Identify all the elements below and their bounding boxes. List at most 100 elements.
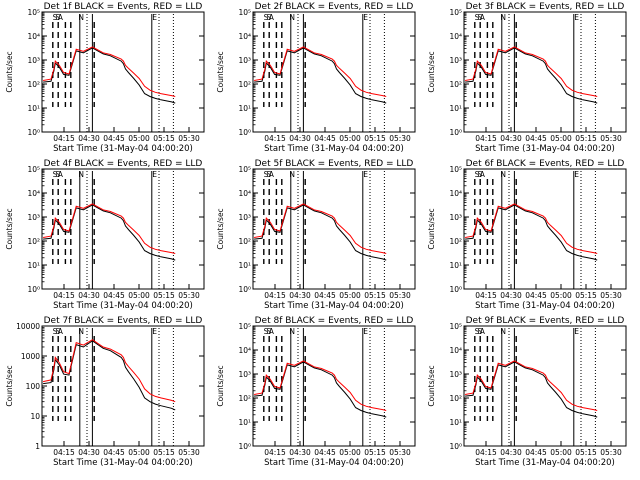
plot-frame	[41, 11, 205, 133]
y-tick-label: 10	[30, 412, 40, 421]
x-tick-label: 05:15	[364, 291, 386, 300]
x-tick-label: 04:15	[475, 134, 497, 143]
y-tick-label: 10¹	[238, 261, 251, 270]
y-tick-label: 10²	[27, 237, 40, 246]
x-tick-label: 05:00	[339, 291, 361, 300]
y-tick-label: 10⁴	[238, 346, 251, 355]
x-axis-label: Start Time (31-May-04 04:00:20)	[475, 458, 615, 468]
y-tick-label: 10³	[238, 370, 251, 379]
x-axis-label: Start Time (31-May-04 04:00:20)	[264, 144, 404, 154]
flag-letter: S	[264, 13, 269, 22]
x-tick-label: 04:15	[53, 134, 75, 143]
y-tick-label: 10¹	[27, 261, 40, 270]
y-tick-label: 10⁵	[238, 8, 251, 17]
y-tick-label: 10⁵	[238, 165, 251, 174]
y-tick-label: 10⁰	[238, 285, 251, 294]
x-tick-label: 04:15	[53, 448, 75, 457]
y-tick-label: 10⁰	[238, 128, 251, 137]
x-tick-label: 05:30	[600, 134, 622, 143]
x-tick-label: 04:30	[78, 448, 100, 457]
lld-series-line	[465, 360, 598, 411]
flag-letter: E	[363, 170, 368, 179]
panel-title: Det 6f BLACK = Events, RED = LLD	[466, 159, 625, 169]
events-series-line	[254, 204, 387, 261]
flag-letter: E	[363, 327, 368, 336]
lld-series-line	[254, 360, 387, 411]
y-tick-label: 10³	[449, 213, 462, 222]
y-tick-label: 1000	[21, 352, 40, 361]
events-series-line	[254, 361, 387, 418]
x-tick-label: 05:00	[550, 448, 572, 457]
y-axis-label: Counts/sec	[5, 208, 14, 249]
panel-2: Det 2f BLACK = Events, RED = LLD Counts/s…	[216, 2, 416, 154]
y-tick-label: 10¹	[449, 261, 462, 270]
panel-title: Det 2f BLACK = Events, RED = LLD	[255, 2, 414, 12]
panel-7: Det 7f BLACK = Events, RED = LLD Counts/s…	[5, 316, 205, 468]
panel-6: Det 6f BLACK = Events, RED = LLD Counts/s…	[427, 159, 627, 311]
events-series-line	[254, 47, 387, 104]
x-tick-label: 05:00	[550, 134, 572, 143]
x-tick-label: 05:30	[178, 291, 200, 300]
x-tick-label: 05:30	[389, 448, 411, 457]
y-tick-label: 10²	[238, 394, 251, 403]
y-tick-label: 10⁵	[449, 322, 462, 331]
events-series-line	[465, 47, 598, 104]
plot-frame	[252, 325, 416, 447]
x-tick-label: 05:00	[339, 448, 361, 457]
y-tick-label: 10⁴	[449, 189, 462, 198]
flag-letter: A	[269, 170, 275, 179]
x-tick-label: 04:45	[525, 448, 547, 457]
x-axis-label: Start Time (31-May-04 04:00:20)	[264, 458, 404, 468]
x-tick-label: 05:30	[600, 291, 622, 300]
x-tick-label: 04:15	[475, 448, 497, 457]
flag-letter: A	[58, 327, 64, 336]
flag-letter: E	[152, 13, 157, 22]
flag-letter: N	[500, 327, 506, 336]
flag-letter: E	[574, 13, 579, 22]
y-tick-label: 10⁵	[27, 8, 40, 17]
x-tick-label: 04:45	[525, 291, 547, 300]
flag-letter: E	[152, 327, 157, 336]
x-tick-label: 04:30	[500, 291, 522, 300]
y-tick-label: 10⁰	[449, 285, 462, 294]
y-tick-label: 10¹	[449, 418, 462, 427]
y-axis-label: Counts/sec	[216, 365, 225, 406]
x-tick-label: 05:00	[128, 448, 150, 457]
panel-title: Det 8f BLACK = Events, RED = LLD	[255, 316, 414, 326]
flag-letter: A	[269, 327, 275, 336]
x-tick-label: 04:30	[78, 134, 100, 143]
x-tick-label: 04:45	[314, 291, 336, 300]
x-tick-label: 04:30	[289, 134, 311, 143]
x-tick-label: 05:15	[364, 448, 386, 457]
flag-letter: S	[55, 170, 60, 179]
panel-title: Det 9f BLACK = Events, RED = LLD	[466, 316, 625, 326]
x-tick-label: 04:45	[314, 134, 336, 143]
y-tick-label: 10⁴	[449, 32, 462, 41]
panel-title: Det 1f BLACK = Events, RED = LLD	[44, 2, 203, 12]
x-tick-label: 05:15	[153, 448, 175, 457]
y-tick-label: 10²	[238, 80, 251, 89]
panel-4: Det 4f BLACK = Events, RED = LLD Counts/s…	[5, 159, 205, 311]
x-tick-label: 04:45	[314, 448, 336, 457]
x-tick-label: 04:15	[264, 291, 286, 300]
flag-letter: S	[55, 13, 60, 22]
flag-letter: N	[78, 13, 84, 22]
y-tick-label: 10³	[238, 56, 251, 65]
flag-letter: S	[264, 170, 269, 179]
x-tick-label: 04:30	[500, 134, 522, 143]
x-tick-label: 05:30	[600, 448, 622, 457]
y-tick-label: 10⁴	[238, 189, 251, 198]
panel-1: Det 1f BLACK = Events, RED = LLD Counts/s…	[5, 2, 205, 154]
y-axis-label: Counts/sec	[427, 208, 436, 249]
panel-3: Det 3f BLACK = Events, RED = LLD Counts/s…	[427, 2, 627, 154]
flag-letter: S	[477, 327, 482, 336]
flag-letter: S	[475, 327, 480, 336]
plot-frame	[41, 325, 205, 447]
flag-letter: A	[480, 13, 486, 22]
y-axis-label: Counts/sec	[5, 51, 14, 92]
x-tick-label: 04:15	[53, 291, 75, 300]
x-tick-label: 05:15	[364, 134, 386, 143]
flag-letter: N	[289, 13, 295, 22]
x-tick-label: 05:15	[575, 291, 597, 300]
events-series-line	[43, 204, 176, 261]
